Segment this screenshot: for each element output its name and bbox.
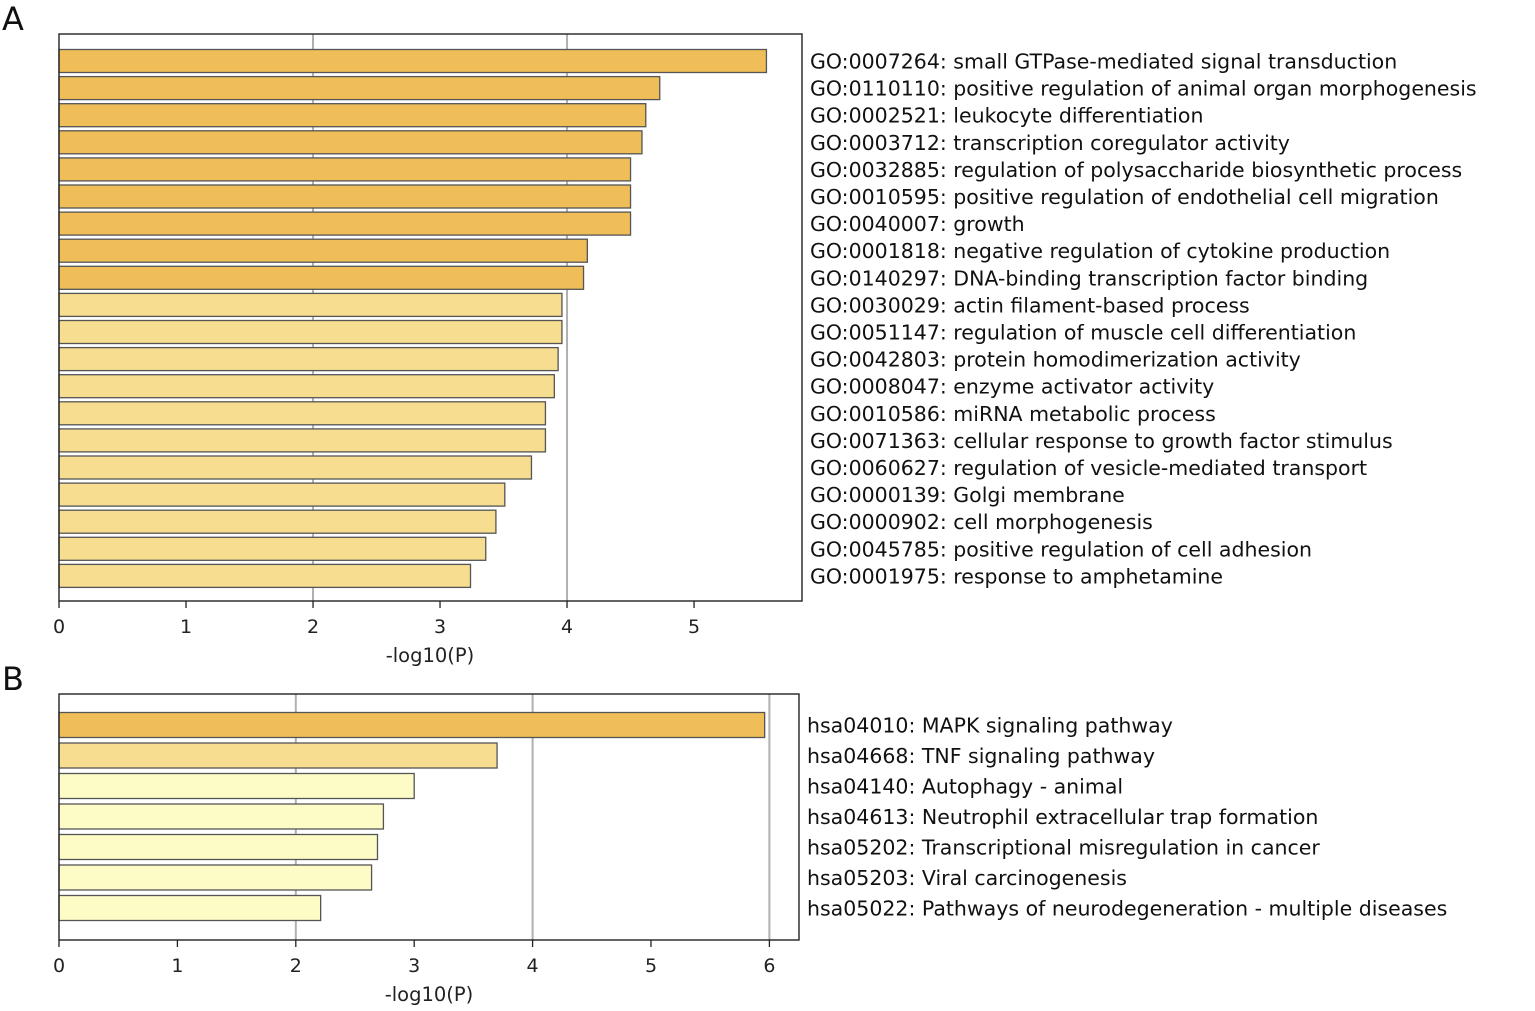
panel-a-chart: A GO:0007264: small GTPase-mediated signa…	[2, 0, 1477, 667]
category-label-a-9: GO:0030029: actin filament-based process	[810, 293, 1250, 317]
category-label-b-1: hsa04668: TNF signaling pathway	[807, 744, 1155, 768]
category-label-a-15: GO:0060627: regulation of vesicle-mediat…	[810, 456, 1367, 480]
x-tick-label-a-5: 5	[688, 616, 700, 638]
category-label-b-3: hsa04613: Neutrophil extracellular trap …	[807, 805, 1318, 829]
category-label-a-11: GO:0042803: protein homodimerization act…	[810, 348, 1301, 372]
x-tick-label-b-1: 1	[171, 955, 183, 977]
bar-b-0	[58, 711, 766, 739]
x-tick-label-b-6: 6	[763, 955, 775, 977]
category-label-a-8: GO:0140297: DNA-binding transcription fa…	[810, 266, 1368, 290]
bar-a-2	[58, 103, 647, 128]
bar-a-8	[58, 265, 585, 290]
x-tick-label-b-0: 0	[53, 955, 65, 977]
bar-b-5	[58, 864, 373, 891]
bar-b-3	[58, 803, 385, 830]
x-tick-label-a-1: 1	[180, 616, 192, 638]
bar-a-17	[58, 509, 497, 534]
category-label-a-5: GO:0010595: positive regulation of endot…	[810, 185, 1439, 209]
bar-a-1	[58, 75, 661, 101]
bar-a-0	[58, 48, 768, 74]
bar-a-5	[58, 184, 632, 209]
bar-a-13	[58, 401, 547, 426]
x-tick-label-a-2: 2	[307, 616, 319, 638]
category-label-b-6: hsa05022: Pathways of neurodegeneration …	[807, 897, 1447, 921]
bar-a-4	[58, 157, 632, 182]
bar-a-15	[58, 455, 533, 480]
x-axis-label-a: -log10(P)	[386, 644, 475, 667]
bar-b-6	[58, 894, 322, 922]
category-label-a-13: GO:0010586: miRNA metabolic process	[810, 402, 1216, 426]
category-label-a-0: GO:0007264: small GTPase-mediated signal…	[810, 50, 1397, 74]
bar-b-2	[58, 772, 415, 800]
category-label-b-2: hsa04140: Autophagy - animal	[807, 775, 1123, 799]
bar-a-6	[58, 211, 632, 236]
plot-frame-b	[58, 693, 800, 941]
category-label-a-12: GO:0008047: enzyme activator activity	[810, 375, 1214, 399]
category-label-a-17: GO:0000902: cell morphogenesis	[810, 510, 1153, 534]
bar-b-1	[58, 742, 498, 769]
category-label-a-1: GO:0110110: positive regulation of anima…	[810, 77, 1477, 101]
category-label-a-18: GO:0045785: positive regulation of cell …	[810, 537, 1312, 561]
category-label-a-10: GO:0051147: regulation of muscle cell di…	[810, 321, 1356, 345]
bar-a-18	[58, 536, 487, 561]
bar-a-10	[58, 319, 563, 345]
bar-b-4	[58, 833, 379, 861]
category-label-b-0: hsa04010: MAPK signaling pathway	[807, 714, 1173, 738]
category-label-a-19: GO:0001975: response to amphetamine	[810, 564, 1223, 588]
category-label-b-4: hsa05202: Transcriptional misregulation …	[807, 836, 1320, 860]
x-tick-label-a-3: 3	[434, 616, 446, 638]
panel-label-b: B	[2, 660, 24, 698]
category-label-a-16: GO:0000139: Golgi membrane	[810, 483, 1125, 507]
panel-label-a: A	[2, 0, 24, 38]
category-label-a-7: GO:0001818: negative regulation of cytok…	[810, 239, 1390, 263]
category-label-a-3: GO:0003712: transcription coregulator ac…	[810, 131, 1290, 155]
x-tick-label-a-0: 0	[53, 616, 65, 638]
x-tick-label-b-3: 3	[408, 955, 420, 977]
plot-frame-a	[58, 33, 803, 602]
x-axis-label-b: -log10(P)	[385, 983, 474, 1006]
bar-a-9	[58, 292, 563, 318]
x-tick-label-b-4: 4	[527, 955, 539, 977]
category-label-a-2: GO:0002521: leukocyte differentiation	[810, 104, 1203, 128]
x-tick-label-b-5: 5	[645, 955, 657, 977]
bar-a-12	[58, 374, 555, 399]
bar-a-16	[58, 482, 506, 507]
category-label-a-14: GO:0071363: cellular response to growth …	[810, 429, 1393, 453]
x-tick-label-b-2: 2	[290, 955, 302, 977]
x-tick-label-a-4: 4	[561, 616, 573, 638]
bar-a-7	[58, 238, 589, 263]
bar-a-3	[58, 130, 643, 155]
category-label-b-5: hsa05203: Viral carcinogenesis	[807, 866, 1127, 890]
bar-a-11	[58, 346, 559, 372]
bar-a-14	[58, 428, 547, 453]
category-label-a-4: GO:0032885: regulation of polysaccharide…	[810, 158, 1462, 182]
category-label-a-6: GO:0040007: growth	[810, 212, 1025, 236]
bar-a-19	[58, 563, 472, 589]
